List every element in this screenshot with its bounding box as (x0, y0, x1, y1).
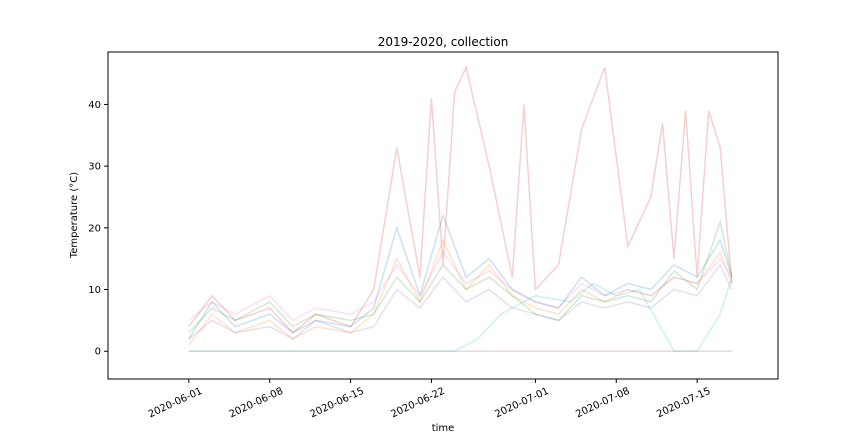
plot-frame (107, 51, 779, 380)
x-tick-label: 2020-06-08 (228, 386, 285, 421)
x-axis: 2020-06-01 2020-06-08 2020-06-15 2020-06-22… (147, 379, 712, 421)
series-line-0 (188, 213, 733, 340)
x-tick-label: 2020-07-15 (655, 386, 712, 421)
x-tick-label: 2020-07-08 (574, 386, 631, 421)
chart-title: 2019-2020, collection (378, 35, 509, 49)
y-tick-label: 0 (95, 347, 101, 358)
series-line-4 (188, 263, 733, 340)
y-axis: 0 10 20 30 40 (88, 100, 108, 358)
x-tick-label: 2020-06-22 (389, 386, 446, 421)
y-tick-label: 30 (88, 162, 101, 173)
y-tick-label: 40 (88, 100, 101, 111)
series-line-3 (188, 65, 733, 334)
y-tick-label: 20 (88, 223, 101, 234)
x-tick-label: 2020-06-01 (147, 386, 204, 421)
x-tick-label: 2020-06-15 (309, 386, 366, 421)
series-line-6 (188, 251, 733, 322)
series-layer (188, 65, 733, 352)
series-line-1 (188, 238, 733, 346)
y-axis-label: Temperature (°C) (69, 172, 80, 259)
series-line-2 (188, 218, 733, 334)
plot-area (108, 52, 778, 379)
x-axis-label: time (432, 423, 455, 432)
x-tick-label: 2020-07-01 (493, 386, 550, 421)
y-tick-label: 10 (88, 285, 101, 296)
series-line-7 (188, 276, 733, 352)
